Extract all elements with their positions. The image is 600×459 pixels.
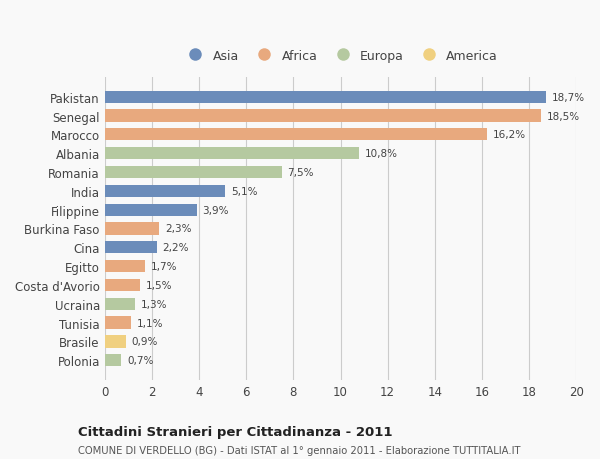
Text: 7,5%: 7,5% [287, 168, 314, 178]
Legend: Asia, Africa, Europa, America: Asia, Africa, Europa, America [178, 45, 503, 67]
Text: 10,8%: 10,8% [365, 149, 398, 159]
Bar [105, 129, 487, 141]
Text: 1,7%: 1,7% [151, 262, 177, 272]
Text: COMUNE DI VERDELLO (BG) - Dati ISTAT al 1° gennaio 2011 - Elaborazione TUTTITALI: COMUNE DI VERDELLO (BG) - Dati ISTAT al … [78, 445, 521, 455]
Text: Cittadini Stranieri per Cittadinanza - 2011: Cittadini Stranieri per Cittadinanza - 2… [78, 425, 392, 438]
Bar [105, 110, 541, 123]
Bar [105, 336, 126, 348]
Bar [105, 317, 131, 329]
Bar [105, 298, 136, 310]
Text: 18,7%: 18,7% [551, 93, 584, 102]
Text: 1,5%: 1,5% [146, 280, 172, 290]
Bar [105, 91, 545, 104]
Bar [105, 167, 281, 179]
Text: 2,3%: 2,3% [165, 224, 191, 234]
Bar [105, 354, 121, 367]
Bar [105, 204, 197, 216]
Bar [105, 185, 225, 197]
Text: 2,2%: 2,2% [163, 243, 189, 253]
Text: 1,3%: 1,3% [141, 299, 168, 309]
Bar [105, 148, 359, 160]
Bar [105, 260, 145, 273]
Text: 18,5%: 18,5% [547, 111, 580, 121]
Bar [105, 223, 159, 235]
Bar [105, 241, 157, 254]
Text: 3,9%: 3,9% [203, 205, 229, 215]
Text: 16,2%: 16,2% [493, 130, 526, 140]
Bar [105, 279, 140, 291]
Text: 5,1%: 5,1% [231, 186, 257, 196]
Text: 1,1%: 1,1% [137, 318, 163, 328]
Text: 0,7%: 0,7% [127, 355, 154, 365]
Text: 0,9%: 0,9% [132, 336, 158, 347]
